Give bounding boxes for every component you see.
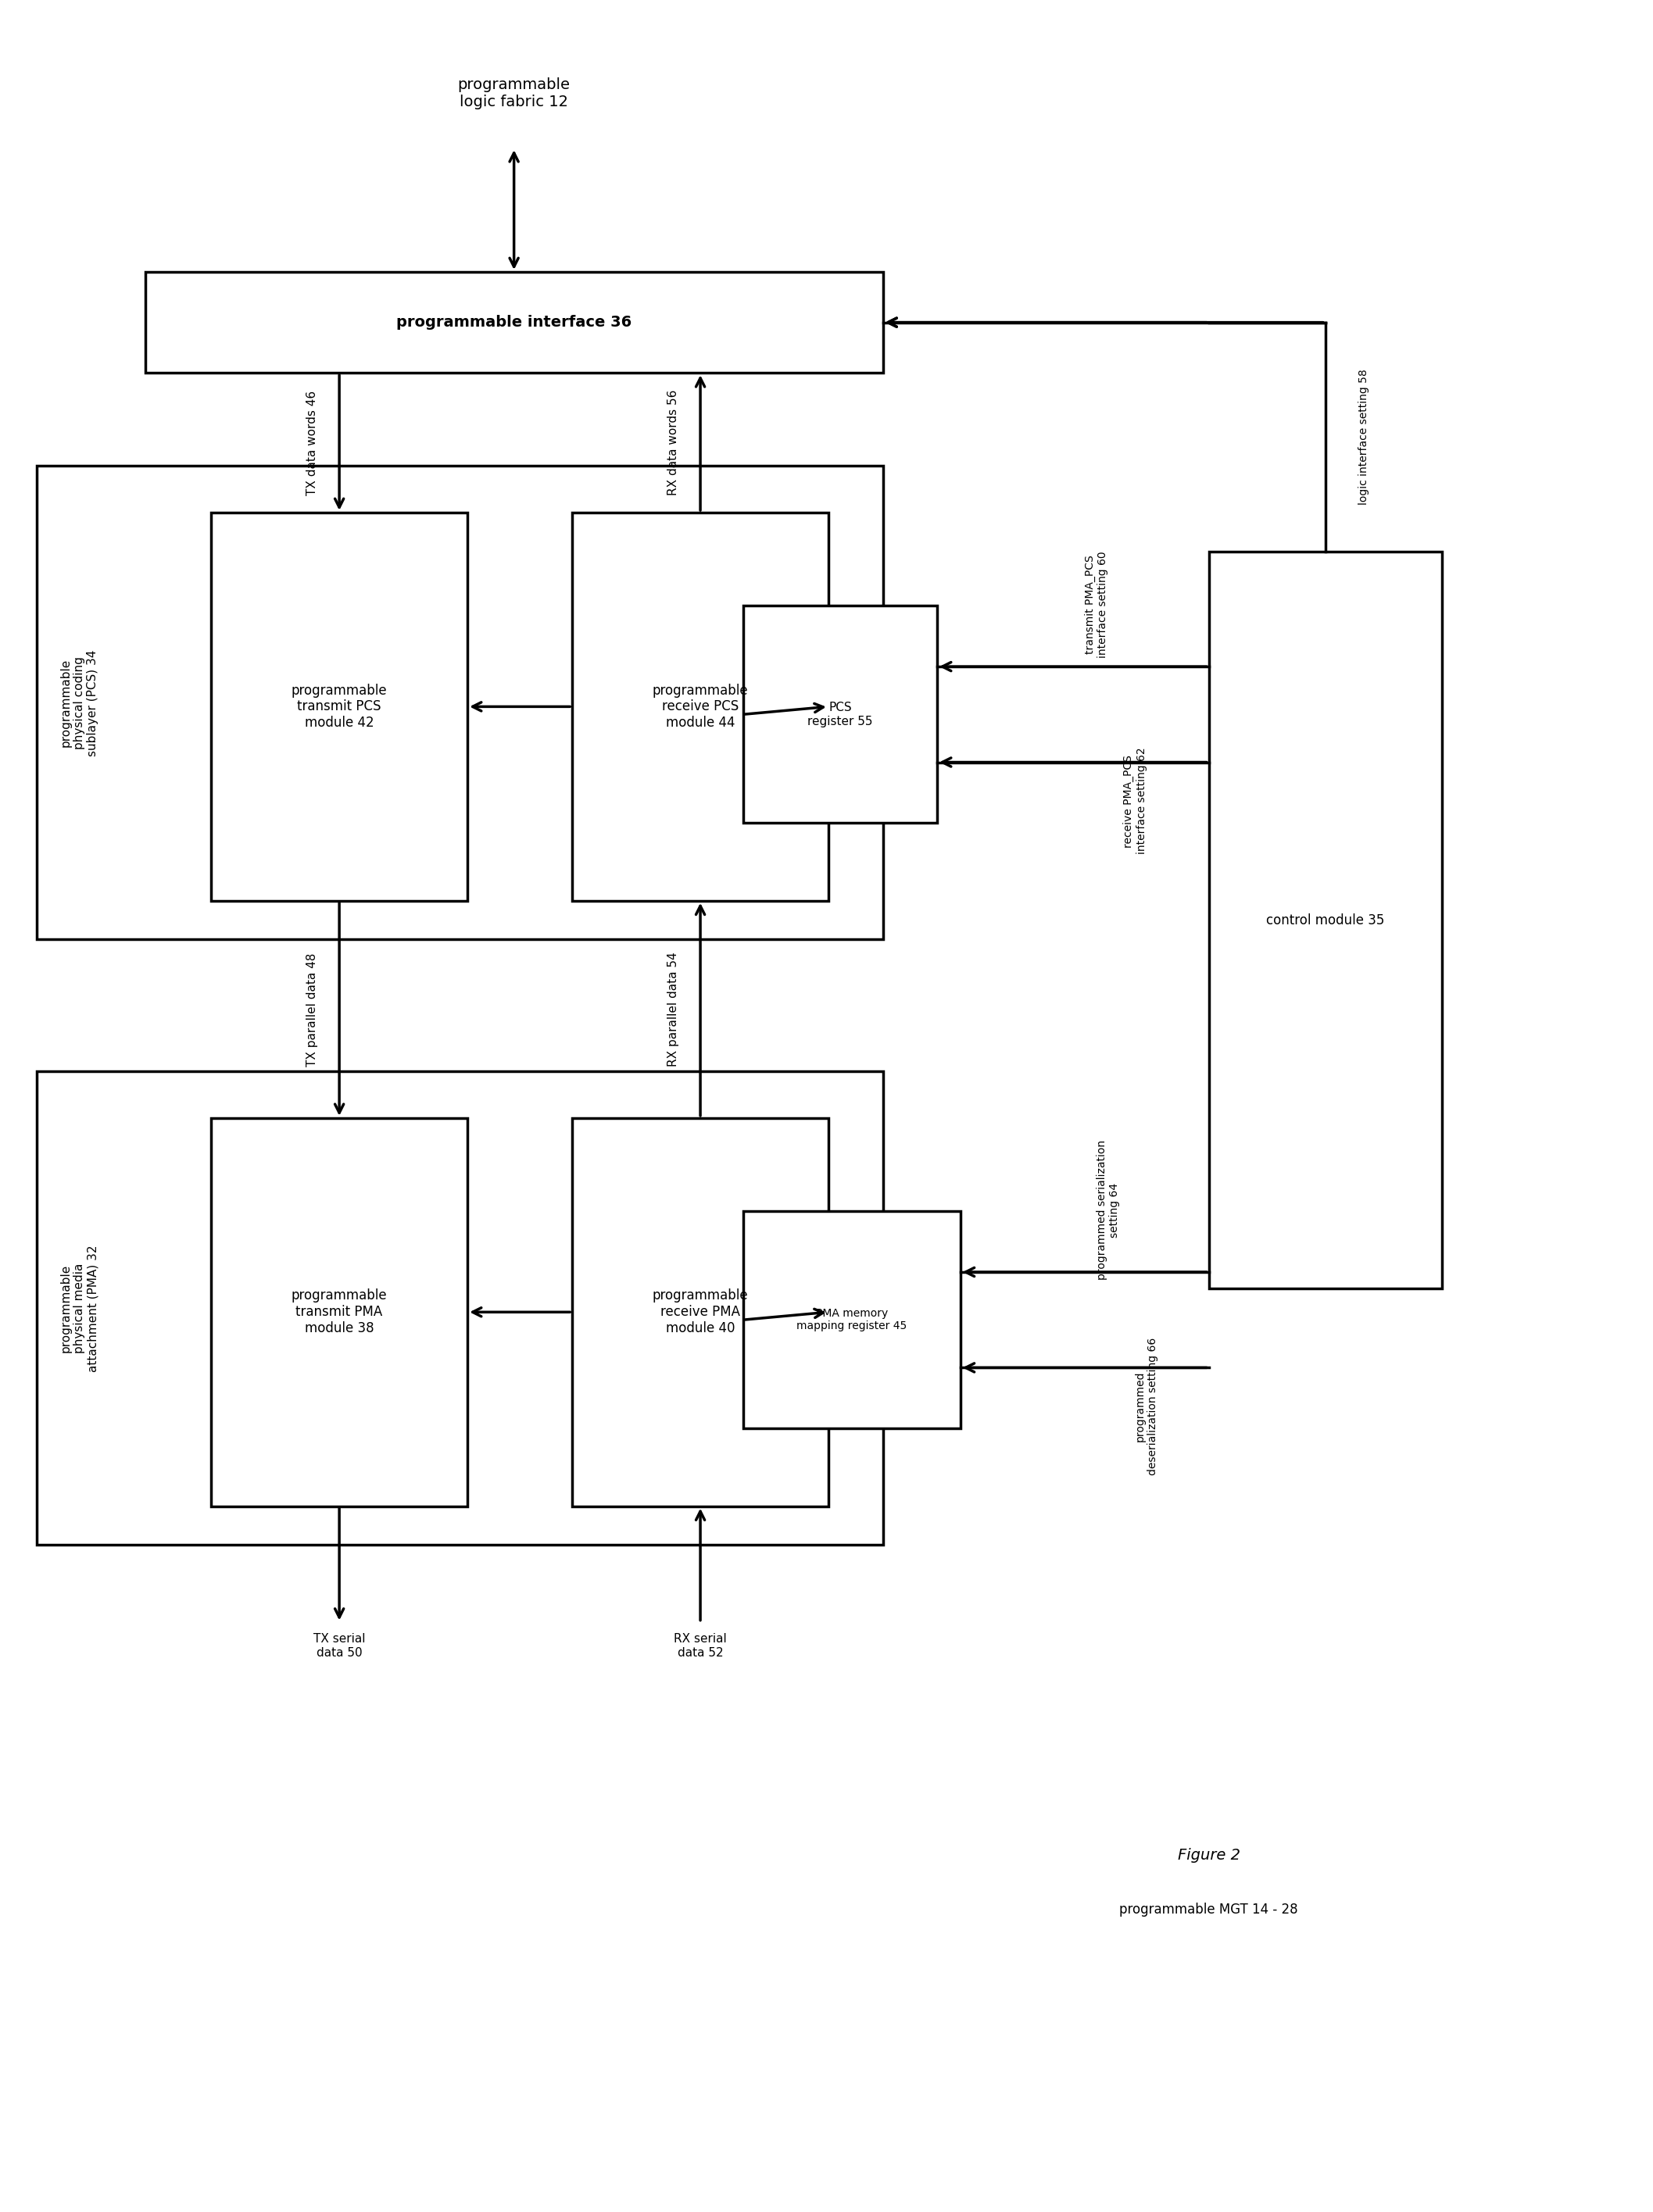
Text: programmable
physical media
attachment (PMA) 32: programmable physical media attachment (… xyxy=(60,1245,99,1371)
Text: RX serial
data 52: RX serial data 52 xyxy=(674,1632,727,1659)
Text: programmable
transmit PMA
module 38: programmable transmit PMA module 38 xyxy=(291,1290,387,1336)
Bar xyxy=(1208,551,1441,1290)
Bar xyxy=(212,1117,468,1506)
Text: TX data words 46: TX data words 46 xyxy=(306,389,317,495)
Bar xyxy=(212,513,468,900)
Bar xyxy=(36,467,883,940)
Text: programmed serialization
setting 64: programmed serialization setting 64 xyxy=(1096,1139,1119,1281)
Text: programmable
logic fabric 12: programmable logic fabric 12 xyxy=(458,77,570,108)
Text: programmable MGT 14 - 28: programmable MGT 14 - 28 xyxy=(1119,1902,1298,1918)
Bar xyxy=(36,1071,883,1544)
Text: receive PMA_PCS
interface setting 62: receive PMA_PCS interface setting 62 xyxy=(1124,748,1147,854)
Text: Figure 2: Figure 2 xyxy=(1177,1847,1240,1863)
Text: control module 35: control module 35 xyxy=(1266,914,1385,927)
Text: programmable interface 36: programmable interface 36 xyxy=(397,314,631,330)
Text: programmable
receive PMA
module 40: programmable receive PMA module 40 xyxy=(653,1290,749,1336)
Bar xyxy=(744,606,937,823)
Bar xyxy=(145,272,883,374)
Text: programmed
deserialization setting 66: programmed deserialization setting 66 xyxy=(1136,1338,1159,1475)
Text: programmable
physical coding
sublayer (PCS) 34: programmable physical coding sublayer (P… xyxy=(60,650,99,757)
Text: RX parallel data 54: RX parallel data 54 xyxy=(668,951,679,1066)
Text: PMA memory
mapping register 45: PMA memory mapping register 45 xyxy=(797,1307,907,1332)
Text: PCS
register 55: PCS register 55 xyxy=(807,701,873,728)
Text: programmable
transmit PCS
module 42: programmable transmit PCS module 42 xyxy=(291,684,387,730)
Text: TX parallel data 48: TX parallel data 48 xyxy=(306,953,317,1066)
Text: transmit PMA_PCS
interface setting 60: transmit PMA_PCS interface setting 60 xyxy=(1084,551,1108,657)
Bar xyxy=(744,1212,960,1429)
Text: logic interface setting 58: logic interface setting 58 xyxy=(1359,369,1370,504)
Text: TX serial
data 50: TX serial data 50 xyxy=(314,1632,365,1659)
Bar xyxy=(572,1117,828,1506)
Bar xyxy=(572,513,828,900)
Text: RX data words 56: RX data words 56 xyxy=(668,389,679,495)
Text: programmable
receive PCS
module 44: programmable receive PCS module 44 xyxy=(653,684,749,730)
